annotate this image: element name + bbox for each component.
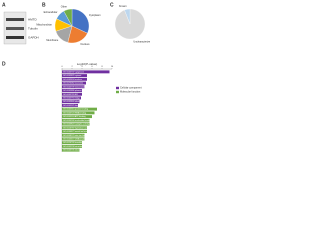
axis-title: Log10(P-value) (77, 62, 98, 66)
x-tick-label: 10 (111, 66, 114, 68)
slice-label: Uncharacterized (133, 40, 150, 43)
panel-label: C (110, 2, 114, 8)
y-tick-label: GO:0003723 RNA binding (63, 111, 86, 114)
bar (62, 126, 87, 130)
y-tick-label: GO:0070062 exosome (63, 83, 84, 85)
y-tick-label: GO:0008270 zinc ion binding (63, 135, 89, 137)
bar (62, 77, 87, 81)
slice-label: Extracellular (44, 11, 58, 14)
panel-label: B (42, 2, 46, 8)
y-tick-label: GO:0005840 ribosome (63, 101, 84, 103)
panel-label: D (2, 61, 6, 67)
y-tick-label: GO:0016740 transferase activity (63, 141, 92, 144)
panel-label: A (2, 2, 6, 8)
figure: A B C D HMTD Tubulin GAPDH Cytoplasm Nucl… (2, 2, 150, 152)
blot-label: Tubulin (28, 26, 38, 30)
blot-band (6, 27, 24, 30)
y-tick-label: GO:0005515 protein binding (63, 108, 88, 111)
bar (62, 115, 92, 119)
slice-label: Mitochondrion (36, 23, 52, 26)
y-tick-label: GO:0000166 nucleotide binding (63, 119, 91, 122)
y-tick-label: GO:0005198 structural activity (63, 145, 90, 148)
bar (62, 74, 87, 78)
page: A B C D HMTD Tubulin GAPDH Cytoplasm Nucl… (2, 2, 150, 152)
bar (62, 130, 87, 133)
slice-label: Cytoplasm (89, 14, 101, 17)
legend-swatch (116, 90, 119, 94)
x-tick-label: 2 (71, 66, 73, 68)
bar (62, 89, 82, 92)
blot-band (6, 18, 24, 21)
slice-label: Membrane (46, 39, 59, 42)
legend-label: Cellular component (120, 87, 142, 90)
y-tick-label: GO:0005634 nucleus (63, 79, 82, 81)
bar (62, 144, 82, 148)
bar (62, 107, 97, 111)
y-tick-label: GO:0005925 focal adhesion (63, 105, 88, 107)
bar (62, 100, 80, 104)
legend-swatch (116, 86, 119, 90)
bar (62, 111, 95, 115)
pie-slice (71, 8, 90, 34)
blot-band (6, 36, 24, 39)
y-tick-label: GO:0003735 ribosome constituent (63, 149, 94, 152)
x-tick-label: 8 (101, 66, 103, 68)
x-tick-label: 4 (81, 66, 83, 68)
slice-label: Known (119, 5, 127, 8)
y-tick-label: GO:0016787 hydrolase activity (63, 126, 90, 129)
y-tick-label: GO:0005524 ATP binding (63, 115, 86, 118)
bar (62, 118, 90, 122)
y-tick-label: GO:0005783 ER (63, 94, 78, 96)
bar (62, 70, 110, 74)
legend-label: Molecular function (120, 91, 141, 94)
bar (62, 137, 85, 141)
blot-label: HMTD (28, 17, 37, 21)
bar (62, 148, 80, 152)
bar (62, 92, 82, 96)
y-tick-label: GO:0003677 DNA binding (63, 137, 86, 140)
bar (62, 85, 85, 89)
bar (62, 96, 81, 100)
y-tick-label: GO:0005739 mitochondrion (63, 85, 88, 88)
slice-label: Nucleus (81, 43, 91, 46)
blot-label: GAPDH (28, 35, 39, 39)
bar (62, 122, 90, 126)
pie-slice (63, 8, 73, 27)
y-tick-label: GO:0005886 plasma membrane (63, 90, 92, 92)
pie-slice (124, 8, 131, 25)
bar (62, 133, 85, 137)
y-tick-label: GO:0005794 Golgi (63, 97, 80, 99)
slice-label: Other (61, 5, 67, 8)
bar (62, 81, 86, 85)
bar (62, 141, 82, 145)
bar (62, 103, 78, 107)
y-tick-label: GO:0046872 metal ion binding (63, 130, 90, 133)
x-tick-label: 6 (91, 66, 93, 68)
y-tick-label: GO:0005829 cytosol (63, 74, 82, 77)
y-tick-label: GO:0003824 catalytic activity (63, 123, 89, 126)
y-tick-label: GO:0005737 cytoplasm (63, 70, 84, 73)
x-tick-label: 0 (61, 66, 63, 68)
